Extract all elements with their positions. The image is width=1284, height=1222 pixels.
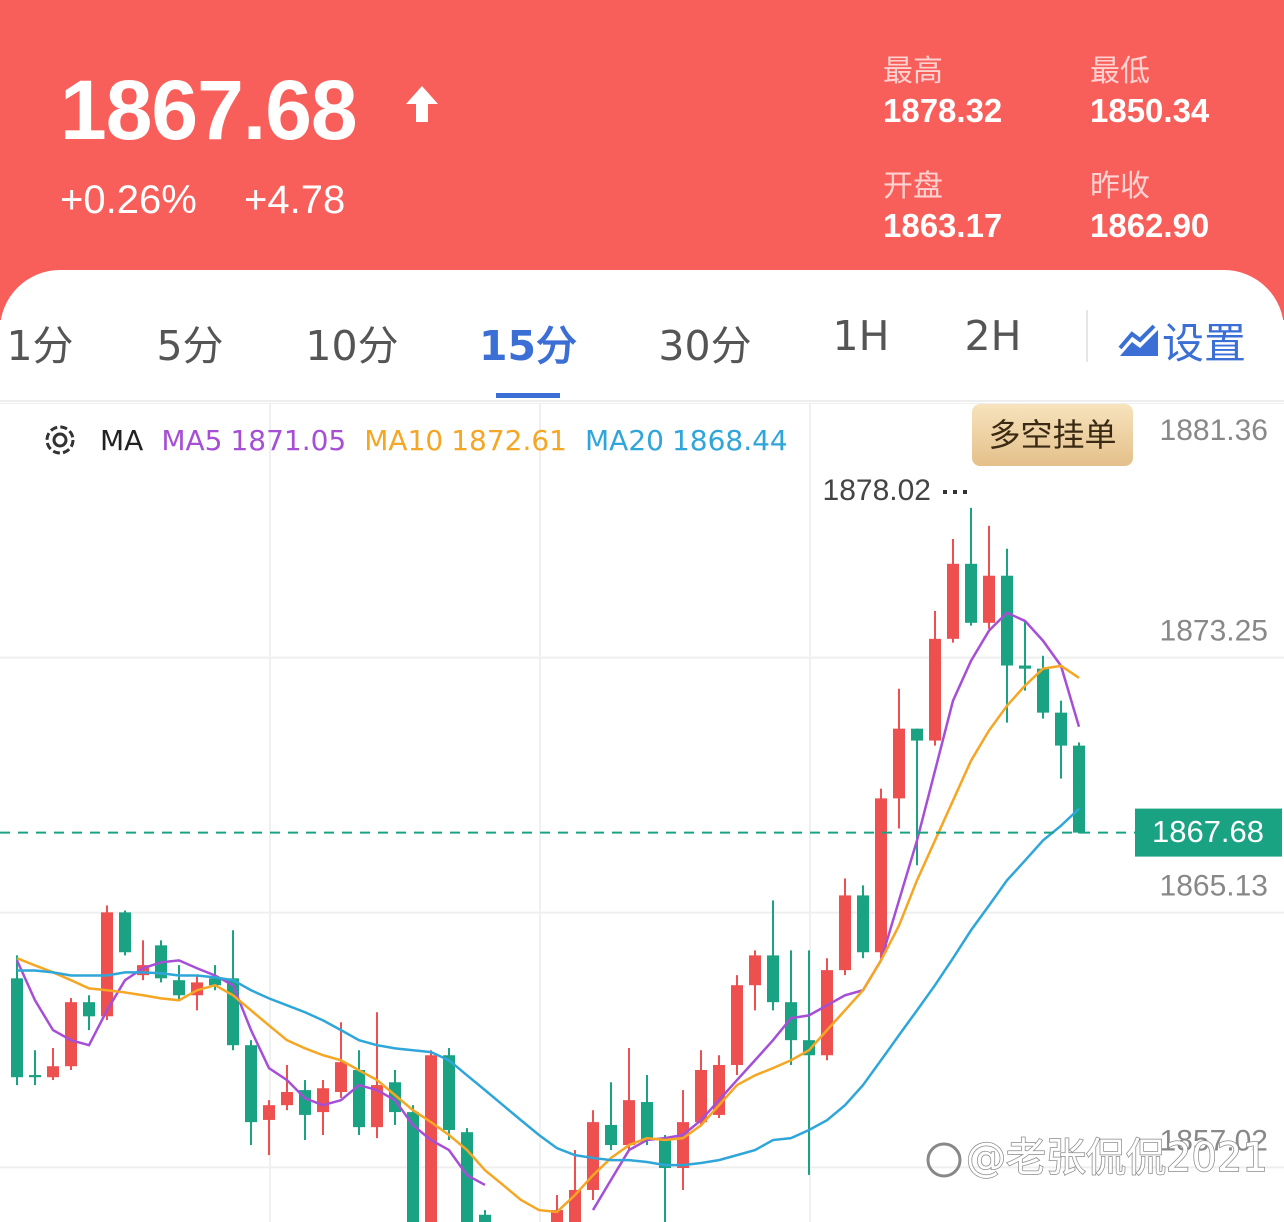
gear-icon (45, 425, 75, 455)
stat-label: 昨收 (1090, 169, 1150, 204)
candle-body (371, 1085, 383, 1128)
candle-body (173, 980, 185, 996)
settings-label: 设置 (1162, 319, 1247, 368)
candle-body (767, 955, 779, 1003)
candle-body (29, 1075, 41, 1078)
candle-body (623, 1100, 635, 1146)
legend-name: MA20 (585, 423, 664, 457)
candle-body (335, 1062, 347, 1092)
stat-value: 1863.17 (883, 207, 1003, 244)
candle-body (713, 1064, 725, 1115)
candle-body (911, 728, 923, 741)
candle-body (875, 798, 887, 953)
stat-value: 1850.34 (1090, 92, 1210, 129)
candle-body (137, 965, 149, 976)
candle-body (1073, 745, 1085, 833)
candle-body (281, 1091, 293, 1106)
last-price-label: 1867.68 (1152, 814, 1264, 849)
candle-body (659, 1140, 671, 1168)
candle-body (785, 1002, 797, 1041)
tab-separator (0, 400, 1284, 402)
candle-body (47, 1066, 59, 1078)
candle-body (695, 1070, 707, 1123)
y-tick-label: 1865.13 (1160, 870, 1268, 903)
period-tab[interactable]: 10分 (305, 322, 399, 370)
candle-body (983, 575, 995, 623)
y-tick-label: 1857.02 (1160, 1124, 1268, 1157)
candle-body (1055, 712, 1067, 746)
settings-button[interactable]: 设置 (1118, 310, 1246, 371)
legend-name: MA5 (161, 423, 223, 457)
y-tick-label: 1881.36 (1160, 414, 1268, 447)
ma-line (15, 611, 1081, 1211)
ma-line (17, 807, 1080, 1167)
candle-body (317, 1088, 329, 1113)
plot-area (0, 403, 1284, 1222)
candle-body (83, 1002, 95, 1017)
period-tab[interactable]: 2H (964, 312, 1022, 360)
legend-name: MA10 (364, 423, 444, 457)
stat-value: 1862.90 (1090, 207, 1210, 244)
candle-body (65, 1002, 77, 1067)
candle-body (605, 1124, 617, 1146)
stat-label: 最高 (883, 54, 943, 89)
stat-value: 1878.32 (883, 92, 1003, 129)
y-axis: 1881.36 1873.25 1865.13 1857.02 (1160, 414, 1268, 1157)
candle-body (1019, 665, 1031, 669)
candle-body (101, 912, 113, 1017)
period-tab[interactable]: 15分 (478, 322, 578, 370)
period-tab[interactable]: 1分 (6, 322, 74, 370)
candle-body (947, 563, 959, 639)
stat-label: 最低 (1090, 54, 1150, 89)
candle-body (245, 1045, 257, 1123)
candle-body (929, 638, 941, 741)
candle-body (731, 985, 743, 1065)
candle-body (965, 563, 977, 623)
max-label: 1878.02 (823, 474, 931, 507)
ma-line (16, 664, 1080, 1214)
candle-body (479, 1214, 491, 1222)
legend: MA MA5 1871.05 MA10 1872.61 MA20 1868.44 (38, 418, 806, 462)
legend-value: 1872.61 (451, 423, 567, 457)
candle-body (209, 978, 221, 986)
candle-body (1037, 668, 1049, 713)
active-underline (496, 393, 560, 398)
candle-body (263, 1105, 275, 1120)
change-amount: +4.78 (244, 178, 346, 222)
period-tab[interactable]: 1H (832, 312, 890, 360)
candle-body (893, 728, 905, 799)
last-price: 1867.68 (60, 63, 358, 157)
watermark: @老张侃侃2021 (966, 1135, 1268, 1181)
legend-value: 1871.05 (230, 423, 347, 457)
candle-body (353, 1070, 365, 1128)
change-percent: +0.26% (60, 178, 197, 222)
candle-body (641, 1102, 653, 1141)
candle-body (1001, 575, 1013, 666)
quote-header: 1867.68 +0.26% +4.78 最高 1878.32 最低 1850.… (0, 0, 1284, 320)
candle-body (119, 912, 131, 953)
candle-body (677, 1122, 689, 1168)
candle-body (11, 978, 23, 1078)
indicator-label: MA (100, 423, 144, 457)
stat-label: 开盘 (883, 169, 943, 204)
candle-body (749, 955, 761, 986)
candle-body (407, 1112, 419, 1222)
watermark-logo (926, 1142, 962, 1178)
period-tab[interactable]: 5分 (156, 322, 224, 370)
candle-body (821, 970, 833, 1056)
candle-body (857, 895, 869, 953)
tab-divider (1086, 310, 1088, 362)
candle-body (839, 895, 851, 971)
last-price-tag (1135, 808, 1282, 857)
up-arrow (406, 86, 438, 122)
order-button[interactable]: 多空挂单 (972, 404, 1133, 466)
legend-value: 1868.44 (671, 423, 788, 457)
settings-icon (1118, 324, 1158, 356)
period-tab[interactable]: 30分 (658, 322, 752, 370)
candle-body (551, 1210, 563, 1222)
candle-body (443, 1055, 455, 1130)
y-tick-label: 1873.25 (1160, 615, 1268, 648)
